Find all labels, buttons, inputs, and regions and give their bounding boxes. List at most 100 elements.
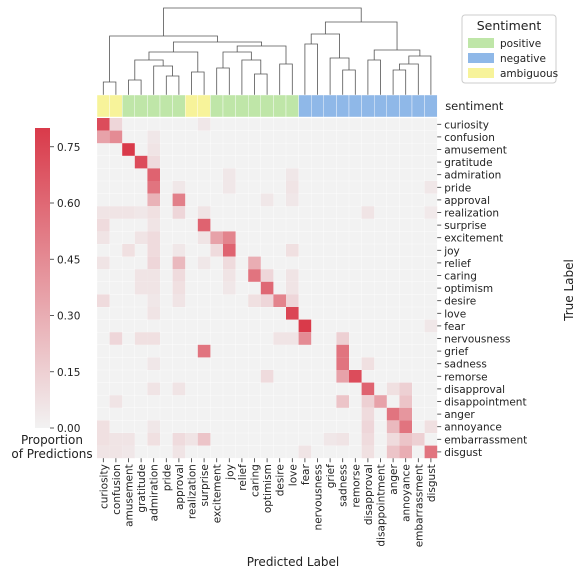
sentiment-cell-joy	[222, 94, 236, 118]
col-label-curiosity: curiosity	[98, 464, 110, 509]
heatmap-cell-realization-confusion	[109, 206, 123, 219]
heatmap-cell-disgust-disapproval	[361, 445, 375, 459]
legend-swatch-ambiguous	[468, 68, 494, 78]
colorbar-tick-label: 0.45	[57, 254, 80, 266]
heatmap-cell-embarrassment-realization	[185, 433, 198, 446]
column-dendrogram	[102, 7, 432, 95]
row-label-optimism: optimism	[444, 283, 493, 295]
sentiment-cell-excitement	[210, 94, 224, 118]
heatmap-cell-desire-admiration	[147, 294, 160, 307]
heatmap-cell-embarrassment-admiration	[147, 433, 160, 446]
colorbar-tick-label: 0.15	[57, 367, 80, 379]
heatmap-cell-optimism-approval	[172, 281, 186, 295]
row-label-relief: relief	[444, 258, 471, 270]
heatmap-cell-disgust-annoyance	[399, 445, 412, 459]
heatmap-cell-grief-surprise	[197, 344, 211, 358]
col-label-optimism: optimism	[262, 464, 274, 513]
row-label-joy: joy	[443, 245, 460, 257]
heatmap-cell-excitement-excitement	[210, 231, 223, 244]
dendrogram-link	[367, 59, 381, 95]
heatmap-cell-disappointment-sadness	[336, 395, 349, 408]
dendrogram-link	[102, 81, 117, 95]
col-label-remorse: remorse	[350, 464, 362, 507]
sentiment-cell-fear	[298, 94, 312, 118]
sentiment-cell-disgust	[424, 94, 438, 118]
heatmap-cell-pride-love	[286, 181, 299, 194]
row-label-gratitude: gratitude	[444, 157, 492, 169]
heatmap-cell-disapproval-annoyance	[399, 382, 412, 396]
dendrogram-link	[254, 73, 268, 95]
row-label-embarrassment: embarrassment	[444, 434, 527, 446]
legend-swatch-positive	[468, 38, 494, 48]
heatmap-cell-annoyance-disapproval	[361, 420, 375, 433]
row-label-caring: caring	[444, 271, 477, 283]
heatmap-cell-relief-surprise	[197, 256, 211, 270]
heatmap-cell-excitement-curiosity	[97, 231, 110, 244]
heatmap-cell-disapproval-disapproval	[361, 382, 375, 396]
heatmap-cell-embarrassment-sadness	[336, 433, 349, 446]
row-label-pride: pride	[444, 182, 471, 194]
heatmap-cell-curiosity-surprise	[197, 118, 211, 131]
heatmap-cell-realization-amusement	[122, 206, 135, 219]
col-label-nervousness: nervousness	[313, 464, 325, 530]
heatmap-cell-anger-disapproval	[361, 407, 375, 421]
heatmap-cell-annoyance-annoyance	[399, 420, 412, 433]
heatmap-cell-embarrassment-disapproval	[361, 433, 375, 446]
sentiment-cell-anger	[386, 94, 400, 118]
x-axis-label: Predicted Label	[247, 555, 340, 569]
row-label-curiosity: curiosity	[444, 119, 489, 131]
heatmap-cell-surprise-surprise	[197, 218, 211, 232]
col-label-annoyance: annoyance	[401, 464, 413, 522]
sentiment-cell-grief	[323, 94, 337, 118]
dendrogram-link	[109, 35, 218, 82]
colorbar-tick-label: 0.30	[57, 311, 80, 323]
col-label-admiration: admiration	[149, 464, 161, 521]
heatmap-cell-approval-approval	[172, 193, 186, 207]
col-label-disappointment: disappointment	[376, 464, 388, 546]
row-label-disgust: disgust	[444, 447, 482, 459]
heatmap-cell-disgust-disgust	[424, 445, 438, 459]
sentiment-cell-caring	[247, 94, 261, 118]
col-label-embarrassment: embarrassment	[413, 464, 425, 547]
heatmap-cell-disgust-confusion	[109, 445, 123, 459]
colorbar-label-line2: of Predictions	[11, 447, 92, 461]
colorbar: 0.00 0.15 0.30 0.45 0.60 0.75 Proportion of P…	[11, 128, 93, 461]
row-label-sadness: sadness	[444, 359, 487, 371]
heatmap-cell-pride-approval	[172, 181, 186, 194]
row-label-nervousness: nervousness	[444, 334, 510, 346]
sentiment-cell-disappointment	[374, 94, 388, 118]
sentiment-cell-gratitude	[134, 94, 148, 118]
heatmap-cell-embarrassment-anger	[386, 433, 400, 446]
col-label-fear: fear	[300, 464, 312, 486]
heatmap-cell-relief-curiosity	[97, 256, 110, 270]
heatmap-cell-realization-admiration	[147, 206, 160, 219]
row-label-amusement: amusement	[444, 145, 507, 157]
heatmap-cell-joy-joy	[223, 244, 236, 257]
heatmap-cell-disgust-fear	[298, 445, 312, 459]
heatmap-cell-disgust-approval	[172, 445, 186, 459]
legend-label-negative: negative	[500, 53, 546, 65]
heatmap-cell-confusion-admiration	[147, 130, 160, 144]
heatmap-cell-joy-admiration	[147, 244, 160, 257]
heatmap-cell-annoyance-anger	[386, 420, 400, 433]
col-label-disgust: disgust	[426, 464, 438, 502]
col-label-amusement: amusement	[124, 464, 136, 527]
sentiment-legend: Sentiment positive negative ambiguous	[461, 14, 558, 84]
colorbar-label-line1: Proportion	[21, 433, 83, 447]
legend-label-positive: positive	[500, 38, 541, 50]
heatmap-cell-nervousness-confusion	[109, 332, 123, 345]
heatmap-cell-gratitude-gratitude	[134, 155, 148, 169]
heatmap-cell-caring-optimism	[260, 269, 274, 282]
heatmap-cell-realization-gratitude	[134, 206, 148, 219]
col-label-excitement: excitement	[212, 464, 224, 523]
heatmap-cell-nervousness-gratitude	[134, 332, 148, 345]
colorbar-tick-label: 0.00	[57, 423, 80, 435]
heatmap-cell-caring-approval	[172, 269, 186, 282]
dendrogram-link	[128, 79, 142, 95]
heatmap-cell-embarrassment-amusement	[122, 433, 135, 446]
row-label-disapproval: disapproval	[444, 384, 505, 396]
heatmap-cell-gratitude-admiration	[147, 155, 160, 169]
col-label-disapproval: disapproval	[363, 464, 375, 525]
sentiment-row-label: sentiment	[445, 99, 504, 113]
row-label-approval: approval	[444, 195, 490, 207]
